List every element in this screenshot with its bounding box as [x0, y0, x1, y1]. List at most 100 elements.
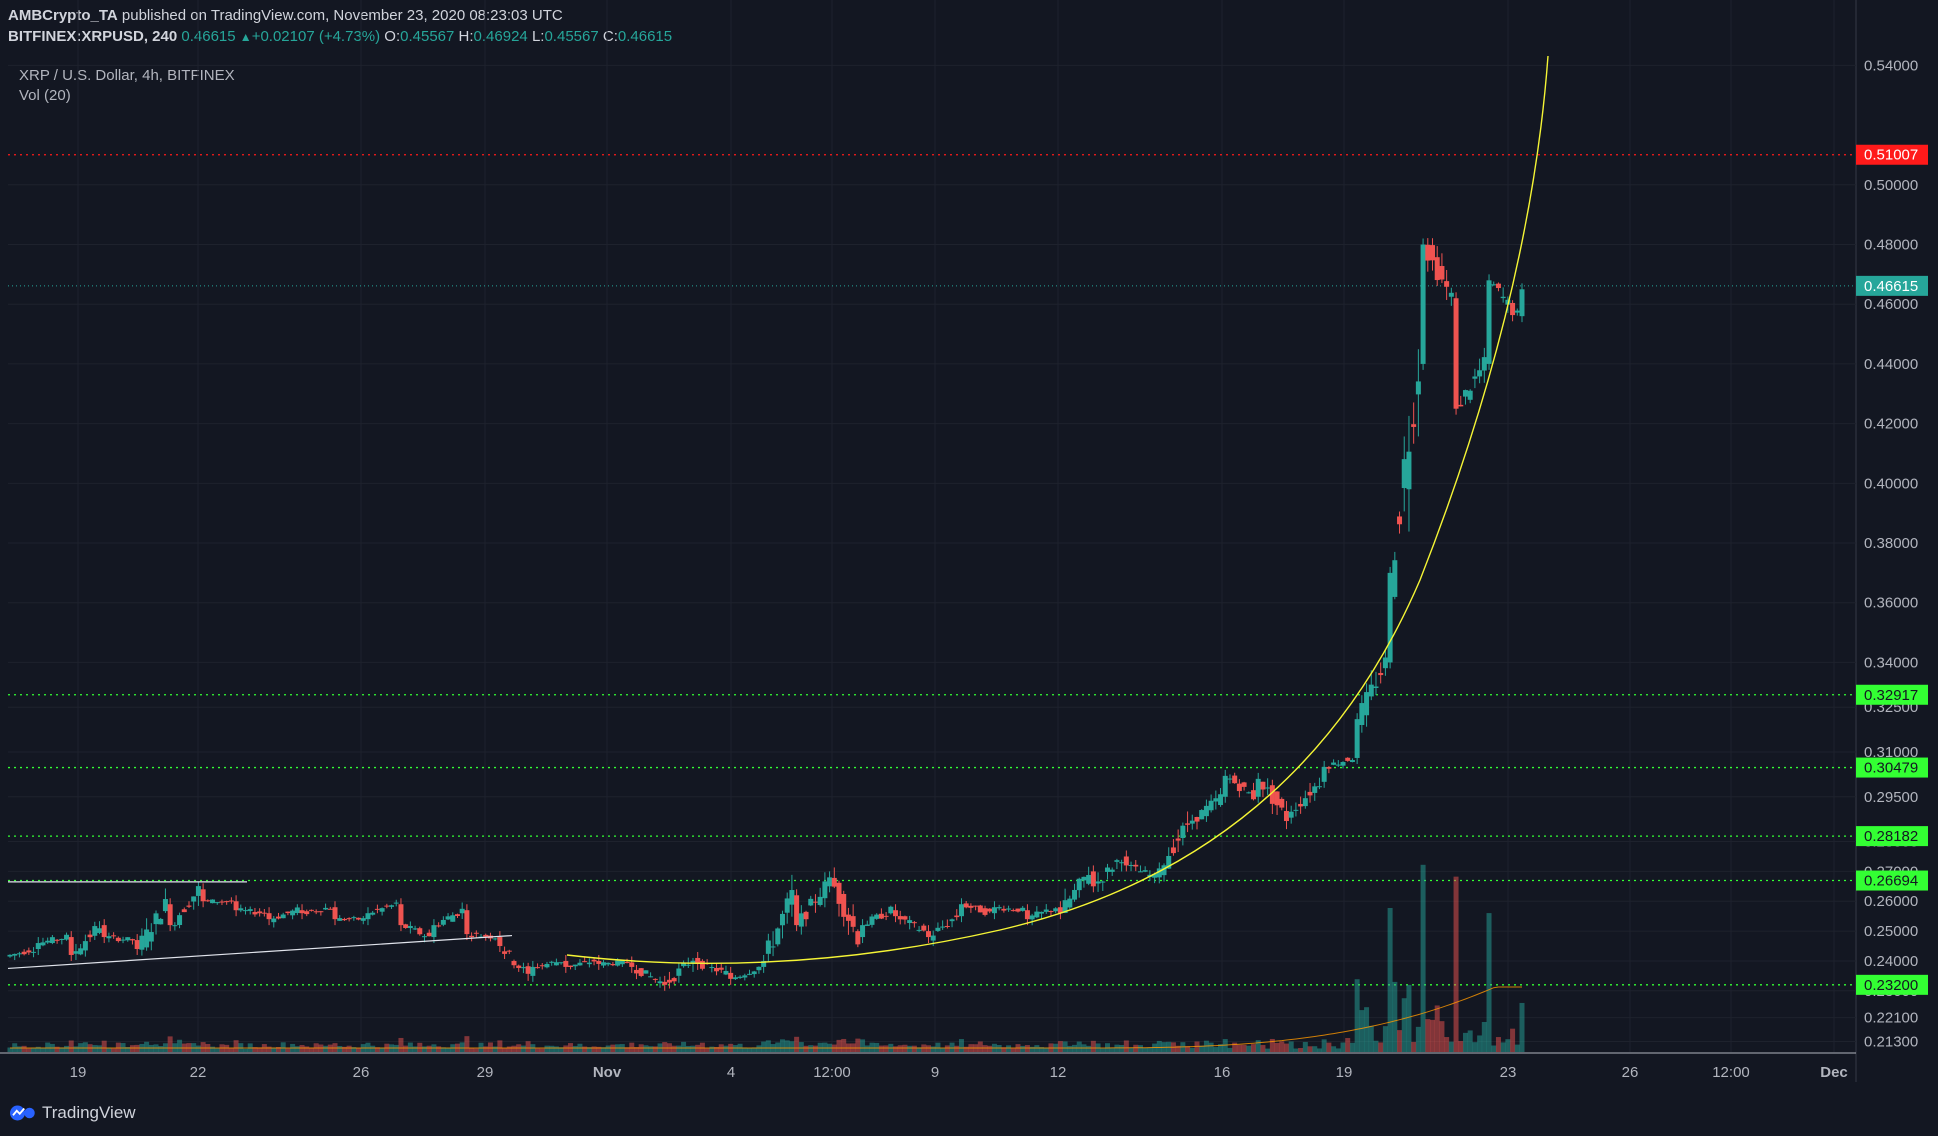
price-level-label: 0.23200: [1864, 977, 1918, 994]
volume-bar: [1331, 1046, 1337, 1052]
candle-body: [535, 967, 541, 969]
volume-bar: [765, 1040, 771, 1052]
candle-body: [374, 908, 380, 910]
candle-body: [1086, 875, 1092, 884]
candle-body: [1316, 786, 1322, 788]
candle-body: [520, 967, 526, 969]
candle-body: [1392, 560, 1398, 597]
volume-bar: [1067, 1045, 1073, 1052]
candle-body: [1359, 703, 1365, 726]
candle-body: [417, 928, 423, 935]
candle-body: [940, 926, 946, 928]
candle-body: [794, 895, 800, 926]
volume-bar: [940, 1048, 946, 1052]
volume-bar: [1510, 1028, 1516, 1052]
candle-body: [553, 962, 559, 966]
volume-bar: [1321, 1039, 1327, 1052]
volume-bar: [1241, 1044, 1247, 1052]
volume-bar: [1382, 1026, 1388, 1052]
candle-body: [1109, 869, 1115, 872]
candle-body: [765, 940, 771, 954]
legend-title[interactable]: XRP / U.S. Dollar, 4h, BITFINEX: [19, 67, 235, 84]
volume-bar: [817, 1042, 823, 1052]
volume-bar: [1486, 913, 1492, 1052]
candle-body: [1114, 860, 1120, 862]
candle-body: [1006, 908, 1012, 910]
volume-bar: [878, 1045, 884, 1052]
volume-bar: [299, 1045, 305, 1052]
price-level-label: 0.26694: [1864, 873, 1918, 890]
volume-bar: [1406, 984, 1412, 1052]
last-price-label: 0.46615: [1864, 278, 1918, 295]
volume-bar: [266, 1046, 272, 1052]
candle-body: [497, 937, 503, 947]
candle-body: [1274, 791, 1280, 806]
y-tick-label: 0.21300: [1864, 1034, 1918, 1051]
volume-bar: [379, 1047, 385, 1052]
volume-bar: [1354, 979, 1360, 1052]
volume-bar: [1100, 1048, 1106, 1052]
volume-bar: [1119, 1044, 1125, 1052]
volume-bar: [1392, 981, 1398, 1052]
candle-body: [191, 896, 197, 902]
volume-bar: [1326, 1042, 1332, 1052]
volume-bar: [1477, 1035, 1483, 1052]
volume-bar: [459, 1042, 465, 1052]
volume-bar: [1043, 1047, 1049, 1052]
volume-bar: [341, 1046, 347, 1052]
legend-volume[interactable]: Vol (20): [19, 87, 71, 104]
candle-body: [64, 934, 70, 940]
tradingview-branding[interactable]: TradingView: [8, 1100, 136, 1126]
volume-bar: [751, 1047, 757, 1052]
volume-bar: [1185, 1046, 1191, 1052]
volume-bar: [624, 1047, 630, 1052]
volume-bar: [822, 1042, 828, 1052]
volume-bar: [563, 1045, 569, 1052]
candle-body: [290, 910, 296, 916]
volume-bar: [1387, 908, 1393, 1052]
candle-body: [676, 968, 682, 976]
candle-body: [1062, 900, 1068, 913]
candle-body: [1241, 782, 1247, 787]
publisher-name[interactable]: AMBCrypto_TA: [8, 7, 118, 24]
candle-body: [1387, 572, 1393, 663]
candle-body: [16, 953, 22, 955]
candle-body: [148, 932, 154, 942]
volume-bar: [7, 1047, 13, 1052]
candle-body: [389, 905, 395, 907]
volume-bar: [1024, 1045, 1030, 1052]
volume-bar: [864, 1045, 870, 1052]
candle-body: [855, 931, 861, 945]
candle-body: [572, 964, 578, 967]
x-tick-label: 12:00: [813, 1064, 851, 1081]
candle-body: [1279, 798, 1285, 808]
volume-bar: [596, 1046, 602, 1052]
candle-body: [935, 927, 941, 931]
candle-body: [1481, 357, 1487, 371]
candle-body: [629, 962, 635, 967]
volume-bar: [40, 1047, 46, 1052]
volume-bar: [398, 1037, 404, 1052]
price-levels: [8, 154, 1856, 986]
volume-bar: [487, 1042, 493, 1052]
volume-bar: [374, 1047, 380, 1052]
candle-body: [1472, 376, 1478, 379]
volume-bar: [709, 1046, 715, 1052]
candle-body: [243, 910, 249, 912]
candle-body: [101, 925, 107, 938]
candle-body: [878, 913, 884, 919]
candle-body: [1236, 783, 1242, 792]
candle-body: [742, 975, 748, 978]
candle-body: [1269, 785, 1275, 804]
candle-body: [1434, 257, 1440, 281]
volume-bar: [365, 1042, 371, 1052]
candle-body: [954, 915, 960, 918]
y-tick-label: 0.31000: [1864, 744, 1918, 761]
volume-bar: [916, 1047, 922, 1052]
candle-body: [1373, 686, 1379, 688]
candle-body: [1180, 825, 1186, 838]
volume-bar: [911, 1045, 917, 1052]
volume-bar: [82, 1042, 88, 1052]
candle-body: [1312, 786, 1318, 793]
